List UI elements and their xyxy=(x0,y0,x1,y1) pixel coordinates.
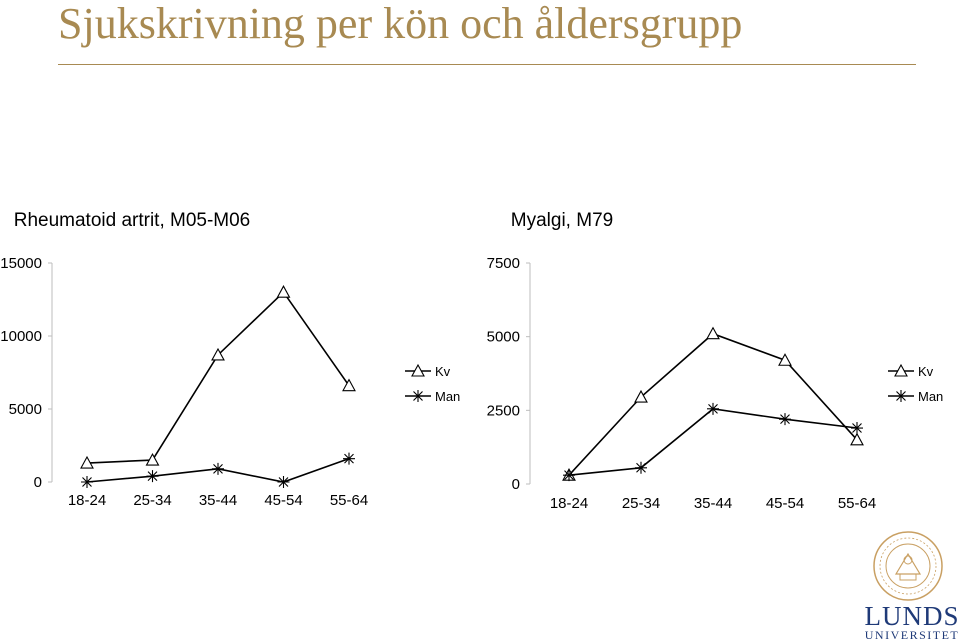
data-point-kv xyxy=(276,285,291,298)
chart-title: Rheumatoid artrit, M05-M06 xyxy=(14,210,251,231)
series-line-kv xyxy=(86,290,350,464)
y-tick-label: 15000 xyxy=(0,255,42,272)
y-tick-label: 5000 xyxy=(487,329,520,346)
legend-marker-man xyxy=(895,390,907,402)
university-logo: LUNDS UNIVERSITET xyxy=(864,530,960,642)
data-point-man xyxy=(343,452,355,465)
data-point-kv xyxy=(211,347,225,361)
logo-wordmark: LUNDS xyxy=(864,601,960,631)
x-tick-label: 25-34 xyxy=(622,495,660,512)
x-tick-label: 18-24 xyxy=(68,492,106,509)
x-tick-label: 35-44 xyxy=(694,495,732,512)
legend-marker-kv xyxy=(894,363,908,377)
data-point-man xyxy=(851,422,863,435)
legend-label-kv: Kv xyxy=(435,364,451,379)
data-point-kv xyxy=(342,378,356,392)
data-point-kv xyxy=(850,432,864,446)
x-tick-label: 45-54 xyxy=(766,495,804,512)
data-point-man xyxy=(277,476,290,488)
data-point-kv xyxy=(706,326,720,340)
x-tick-label: 55-64 xyxy=(838,495,876,512)
legend-label-kv: Kv xyxy=(918,364,934,379)
slide-title: Sjukskrivning per kön och åldersgrupp xyxy=(58,0,743,48)
legend-label-man: Man xyxy=(435,389,460,404)
y-tick-label: 0 xyxy=(512,476,520,493)
chart-2: Myalgi, M79 0 2500 5000 7500 18-24 25-34 35-44 4… xyxy=(487,210,944,512)
data-point-kv xyxy=(778,353,792,366)
legend-marker-man xyxy=(412,390,424,402)
x-tick-label: 55-64 xyxy=(330,492,368,509)
series-line-man xyxy=(568,408,858,476)
title-divider xyxy=(58,64,916,65)
data-point-man xyxy=(635,461,647,474)
x-tick-label: 25-34 xyxy=(133,492,171,509)
y-tick-label: 0 xyxy=(34,474,42,491)
y-tick-label: 5000 xyxy=(9,401,42,418)
y-tick-label: 10000 xyxy=(0,328,42,345)
legend-label-man: Man xyxy=(918,389,943,404)
data-point-man xyxy=(707,402,719,415)
data-point-man xyxy=(563,469,575,482)
x-tick-label: 35-44 xyxy=(199,492,237,509)
x-tick-label: 18-24 xyxy=(550,495,588,512)
data-point-man xyxy=(81,476,93,488)
data-point-man xyxy=(779,413,791,426)
y-tick-label: 2500 xyxy=(487,402,520,419)
logo-subtitle: UNIVERSITET xyxy=(864,628,960,642)
seal-icon xyxy=(873,531,943,601)
chart-1: Rheumatoid artrit, M05-M06 0 5000 10000 1500… xyxy=(0,210,460,509)
y-tick-label: 7500 xyxy=(487,255,520,272)
data-point-kv xyxy=(145,452,160,466)
data-point-kv xyxy=(80,455,94,469)
data-point-man xyxy=(146,470,159,483)
data-point-man xyxy=(212,462,224,475)
x-tick-label: 45-54 xyxy=(264,492,302,509)
legend-marker-kv xyxy=(411,363,425,377)
chart-title: Myalgi, M79 xyxy=(511,210,613,231)
data-point-kv xyxy=(634,389,648,403)
